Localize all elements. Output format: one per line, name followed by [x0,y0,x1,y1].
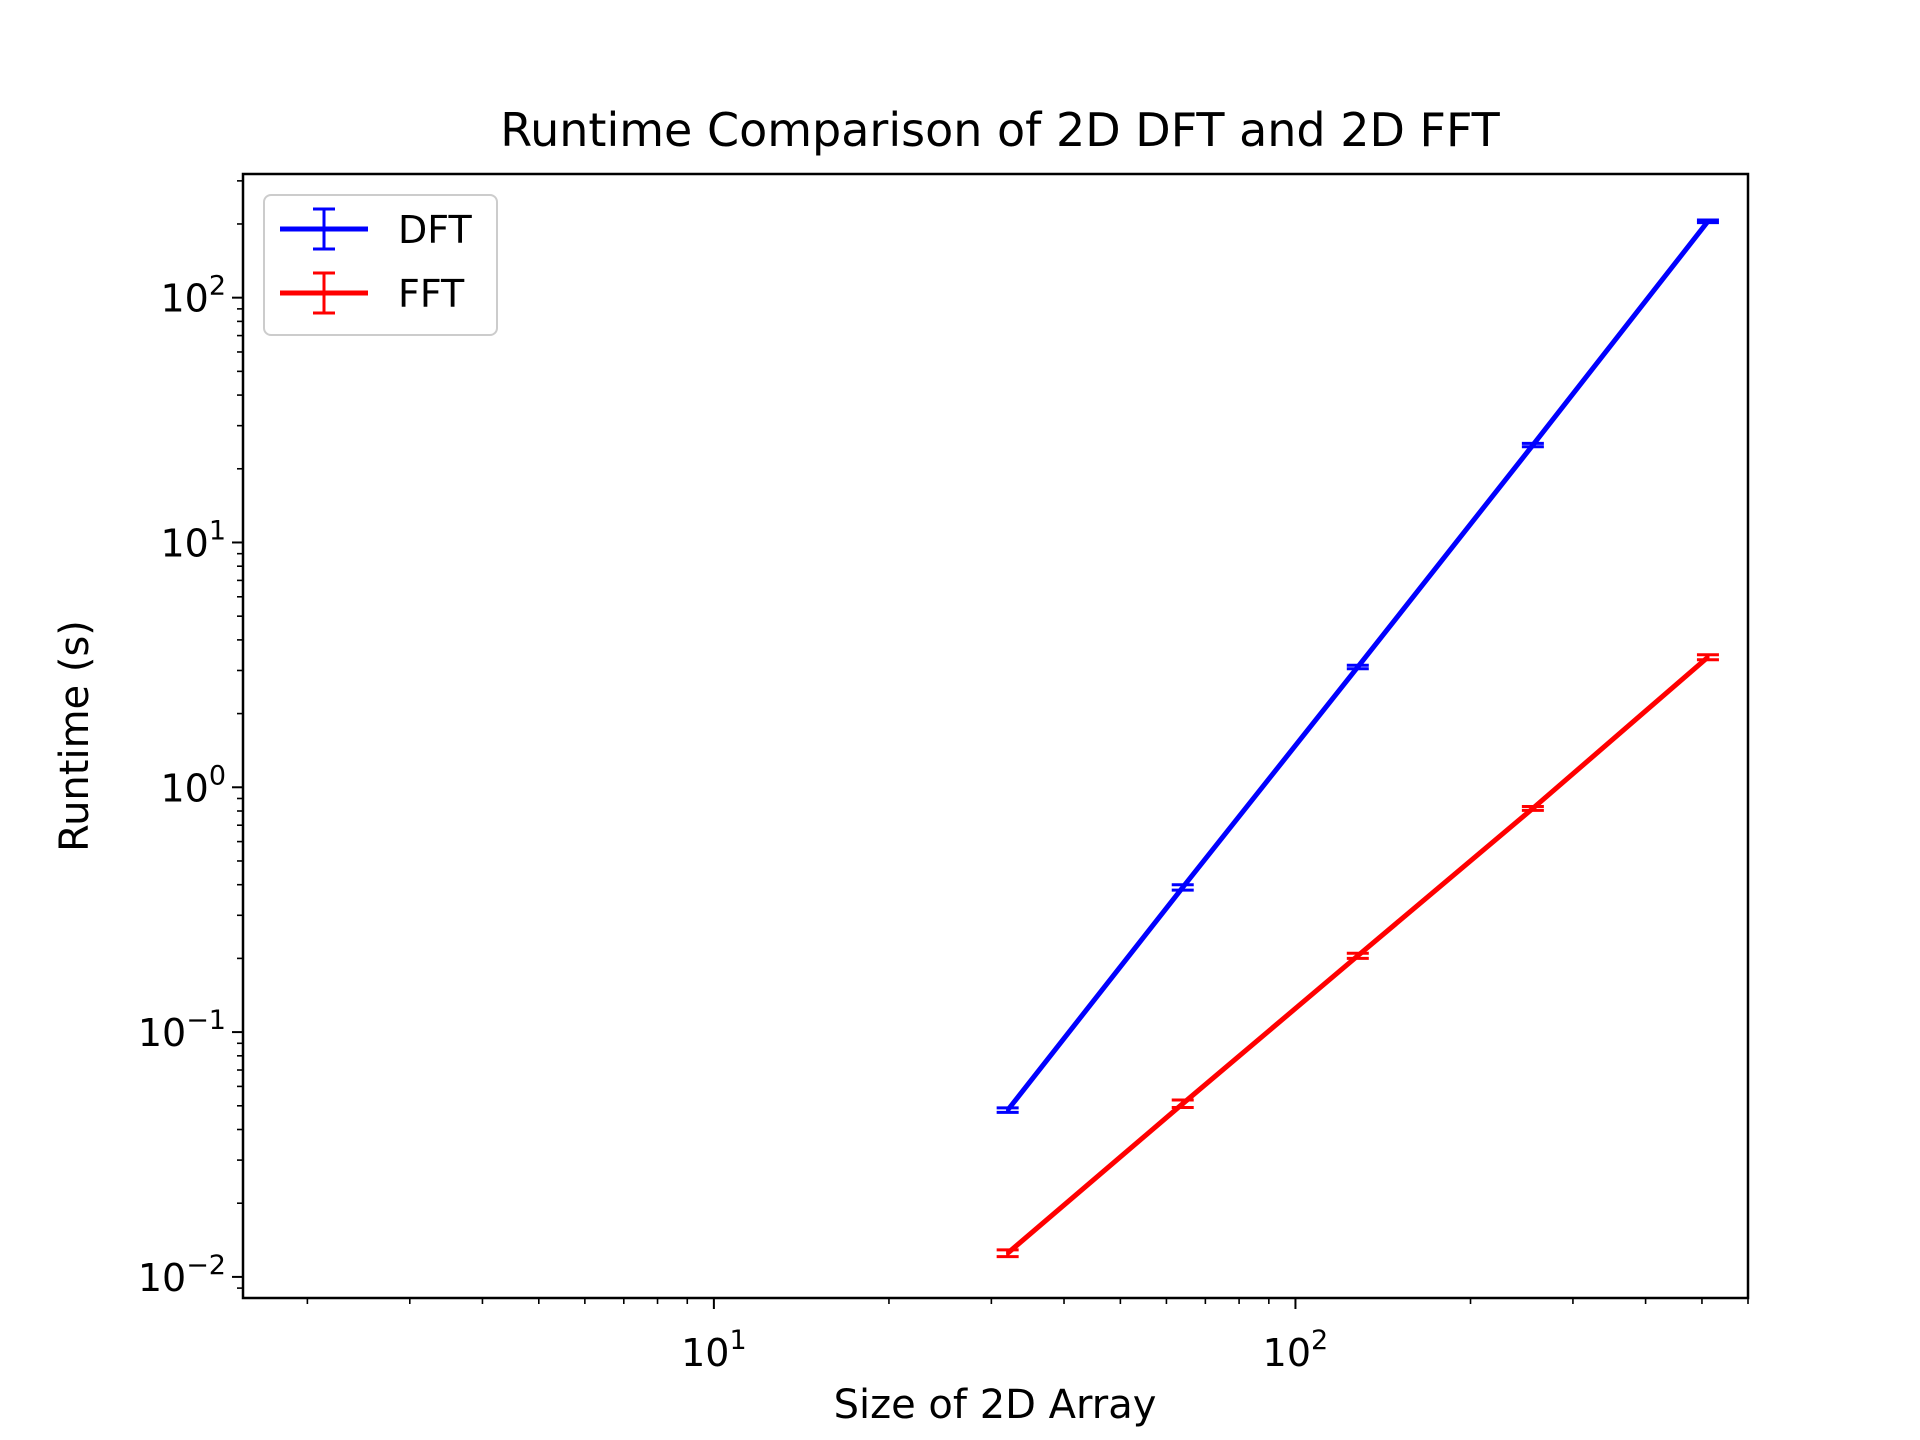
y-tick-label: 100 [160,760,226,810]
x-axis-ticks: 101 102 [306,1298,1749,1375]
dft-error-bar [1171,883,1194,892]
y-tick-label-base: 10 [138,1256,186,1300]
x-tick-label: 102 [1263,1325,1329,1375]
x-tick-label-exponent: 1 [729,1325,746,1356]
chart-title: Runtime Comparison of 2D DFT and 2D FFT [500,103,1500,157]
legend-entry-dft: DFT [280,207,472,252]
y-tick-label-exponent: 2 [209,271,226,302]
legend-label-dft: DFT [398,208,472,252]
fft-error-bar [1696,653,1719,662]
dft-data-point [1181,885,1185,889]
dft-data-point [1706,219,1710,223]
legend: DFT FFT [263,194,498,336]
legend-entry-fft: FFT [280,271,465,316]
dft-error-bar [1696,218,1719,225]
y-tick-label: 101 [160,515,226,565]
y-tick-label-base: 10 [138,1011,186,1055]
dft-error-bar [1346,663,1369,671]
fft-error-bar [1171,1098,1194,1110]
legend-label-fft: FFT [398,272,465,316]
y-tick-label-exponent: −1 [186,1005,226,1036]
y-tick-label-exponent: 1 [209,515,226,546]
x-axis-label: Size of 2D Array [834,1382,1157,1428]
x-tick-label: 101 [681,1325,747,1375]
y-tick-label: 10−2 [138,1250,226,1300]
fft-data-point [1531,806,1535,810]
fft-data-point [1181,1102,1185,1106]
dft-error-bar [1521,441,1544,449]
plot-area [241,172,1750,1300]
dft-data-point [1531,443,1535,447]
dft-error-bar [996,1106,1019,1114]
fft-data-point [1006,1251,1010,1255]
fft-data-point [1706,655,1710,659]
fft-error-bar [1521,804,1544,812]
legend-entries: DFT FFT [280,207,472,316]
y-tick-label-base: 10 [160,766,208,810]
fft-error-bar [996,1248,1019,1259]
fft-data-point [1356,954,1360,958]
x-tick-label-base: 10 [681,1331,729,1375]
axes-frame [241,172,1750,1300]
dft-data-point [1356,665,1360,669]
y-tick-label: 10−1 [138,1005,226,1055]
series-layer [996,218,1719,1259]
y-axis-label: Runtime (s) [52,620,98,852]
x-tick-label-base: 10 [1263,1331,1311,1375]
y-tick-label-exponent: −2 [186,1250,226,1281]
y-tick-label-exponent: 0 [209,760,226,791]
fft-error-bar [1346,951,1369,960]
x-tick-label-exponent: 2 [1311,1325,1328,1356]
dft-data-point [1006,1108,1010,1112]
y-tick-label-base: 10 [160,277,208,321]
y-tick-label: 102 [160,271,226,321]
y-tick-label-base: 10 [160,521,208,565]
